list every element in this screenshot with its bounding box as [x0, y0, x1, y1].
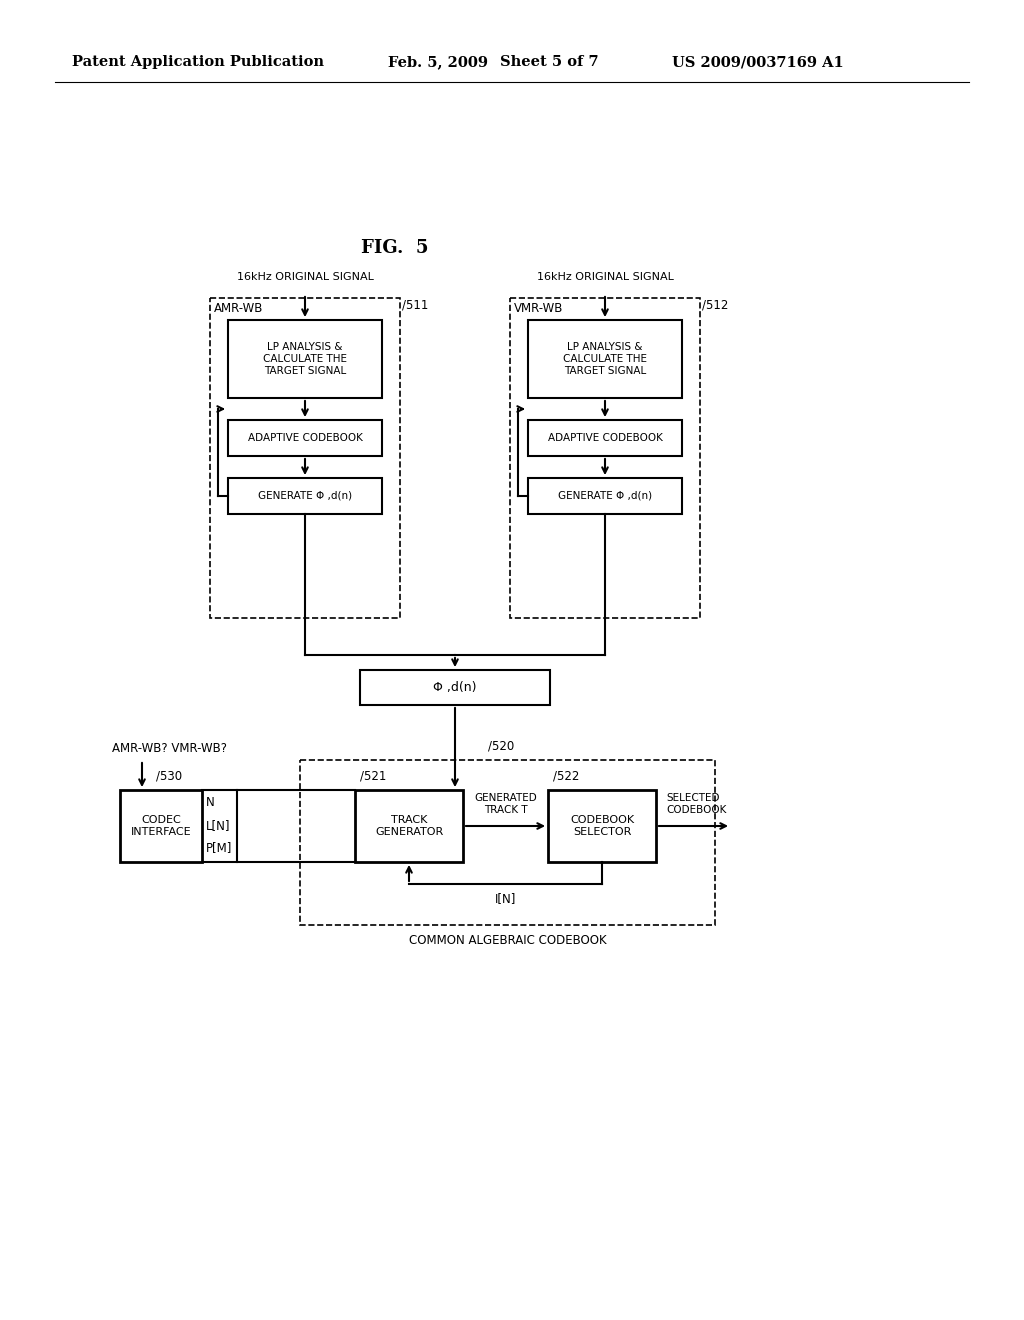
Text: Φ ,d(n): Φ ,d(n)	[433, 681, 477, 694]
Text: Sheet 5 of 7: Sheet 5 of 7	[500, 55, 599, 69]
Text: LP ANALYSIS &
CALCULATE THE
TARGET SIGNAL: LP ANALYSIS & CALCULATE THE TARGET SIGNA…	[563, 342, 647, 376]
Text: LP ANALYSIS &
CALCULATE THE
TARGET SIGNAL: LP ANALYSIS & CALCULATE THE TARGET SIGNA…	[263, 342, 347, 376]
Text: /522: /522	[553, 770, 580, 783]
Bar	[300, 760, 715, 925]
Text: CODEBOOK
SELECTOR: CODEBOOK SELECTOR	[570, 816, 634, 837]
Bar	[528, 478, 682, 513]
Bar	[548, 789, 656, 862]
Text: L[N]: L[N]	[206, 820, 230, 833]
Text: /512: /512	[702, 298, 728, 312]
Bar	[528, 319, 682, 399]
Text: TRACK
GENERATOR: TRACK GENERATOR	[375, 816, 443, 837]
Bar	[360, 671, 550, 705]
Text: 16kHz ORIGINAL SIGNAL: 16kHz ORIGINAL SIGNAL	[537, 272, 674, 282]
Text: US 2009/0037169 A1: US 2009/0037169 A1	[672, 55, 844, 69]
Text: FIG.  5: FIG. 5	[361, 239, 429, 257]
Text: AMR-WB? VMR-WB?: AMR-WB? VMR-WB?	[112, 742, 227, 755]
Bar	[228, 319, 382, 399]
Text: AMR-WB: AMR-WB	[214, 301, 263, 314]
Text: GENERATED
TRACK T: GENERATED TRACK T	[474, 793, 537, 814]
Text: GENERATE Φ ,d(n): GENERATE Φ ,d(n)	[558, 491, 652, 502]
Text: VMR-WB: VMR-WB	[514, 301, 563, 314]
Text: I[N]: I[N]	[495, 892, 516, 906]
Text: Patent Application Publication: Patent Application Publication	[72, 55, 324, 69]
Bar	[510, 298, 700, 618]
Text: Feb. 5, 2009: Feb. 5, 2009	[388, 55, 488, 69]
Text: ADAPTIVE CODEBOOK: ADAPTIVE CODEBOOK	[248, 433, 362, 444]
Text: 16kHz ORIGINAL SIGNAL: 16kHz ORIGINAL SIGNAL	[237, 272, 374, 282]
Text: P[M]: P[M]	[206, 841, 232, 854]
Text: GENERATE Φ ,d(n): GENERATE Φ ,d(n)	[258, 491, 352, 502]
Text: /520: /520	[487, 739, 514, 752]
Text: SELECTED
CODEBOOK: SELECTED CODEBOOK	[666, 793, 726, 814]
Text: ADAPTIVE CODEBOOK: ADAPTIVE CODEBOOK	[548, 433, 663, 444]
Bar	[355, 789, 463, 862]
Text: /521: /521	[360, 770, 386, 783]
Bar	[120, 789, 202, 862]
Text: CODEC
INTERFACE: CODEC INTERFACE	[131, 816, 191, 837]
Text: N: N	[206, 796, 215, 809]
Bar	[228, 420, 382, 455]
Text: /530: /530	[156, 770, 182, 783]
Bar	[528, 420, 682, 455]
Text: /511: /511	[402, 298, 428, 312]
Bar	[210, 298, 400, 618]
Bar	[228, 478, 382, 513]
Text: COMMON ALGEBRAIC CODEBOOK: COMMON ALGEBRAIC CODEBOOK	[409, 935, 606, 948]
